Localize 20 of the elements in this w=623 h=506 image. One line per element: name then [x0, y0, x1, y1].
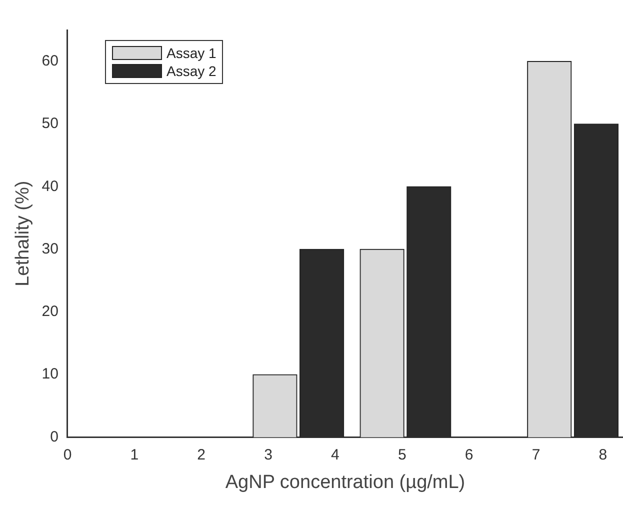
y-axis-title: Lethality (%) [12, 180, 34, 286]
y-tick-label: 20 [42, 303, 58, 320]
y-tick-label: 50 [42, 115, 58, 132]
x-axis-title: AgNP concentration (µg/mL) [225, 472, 466, 493]
y-tick-label: 30 [42, 240, 58, 258]
y-tick-label: 40 [42, 178, 58, 195]
x-tick-label: 2 [197, 446, 206, 464]
legend-label: Assay 2 [165, 62, 216, 80]
y-tick-label: 60 [42, 52, 58, 70]
y-tick-label: 10 [42, 366, 58, 383]
x-tick-label: 4 [331, 446, 340, 464]
x-tick-label: 0 [63, 446, 72, 464]
x-tick-label: 3 [264, 446, 272, 464]
y-tick-label: 0 [50, 428, 58, 446]
x-tick-label: 5 [398, 446, 406, 464]
x-tick-label: 6 [464, 446, 474, 464]
x-tick-label: 1 [130, 446, 139, 464]
x-tick-label: 7 [532, 446, 540, 464]
x-tick-label: 8 [598, 446, 608, 464]
legend-label: Assay 1 [165, 44, 216, 62]
